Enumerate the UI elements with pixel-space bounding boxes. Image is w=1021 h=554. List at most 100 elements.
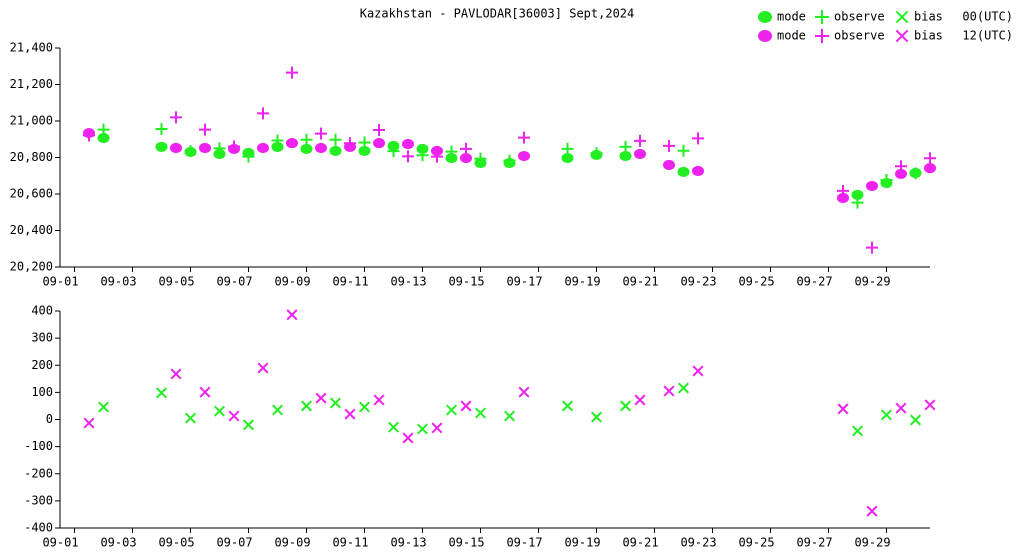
marker: [880, 173, 893, 186]
marker: [315, 127, 327, 140]
y-tick-label: 20,800: [10, 150, 53, 164]
marker: [358, 145, 371, 157]
legend-marker: [895, 10, 909, 24]
y-tick-label: 20,400: [10, 223, 53, 237]
marker: [199, 142, 211, 154]
marker: [474, 152, 487, 165]
marker: [590, 147, 603, 160]
chart-title: Kazakhstan - PAVLODAR[36003] Sept,2024: [360, 7, 635, 21]
marker: [344, 137, 356, 150]
x-tick-label: 09-25: [738, 536, 774, 550]
marker: [837, 184, 849, 197]
marker: [170, 111, 182, 124]
y-tick-label: 20,600: [10, 187, 53, 201]
marker: [634, 394, 646, 406]
legend-marker: [758, 11, 772, 23]
marker: [329, 397, 342, 409]
marker: [373, 123, 385, 136]
marker: [837, 403, 849, 415]
marker: [228, 410, 240, 422]
marker: [851, 196, 864, 209]
marker: [373, 394, 385, 406]
marker: [895, 160, 907, 173]
y-tick-label: -200: [24, 466, 53, 480]
marker: [445, 152, 458, 164]
marker: [83, 129, 95, 142]
y-tick-label: 21,000: [10, 114, 53, 128]
marker: [184, 412, 197, 424]
marker: [97, 123, 110, 136]
marker: [228, 140, 240, 153]
marker: [895, 402, 907, 414]
legend-time: 00(UTC): [962, 10, 1013, 24]
marker: [97, 132, 110, 144]
marker: [155, 123, 168, 136]
marker: [866, 505, 878, 517]
marker: [895, 168, 907, 180]
marker: [663, 159, 675, 171]
marker: [460, 142, 472, 155]
marker: [300, 143, 313, 155]
marker: [634, 134, 646, 147]
marker: [257, 107, 269, 120]
marker: [416, 149, 429, 162]
x-tick-label: 09-11: [332, 275, 368, 289]
marker: [866, 241, 878, 254]
x-tick-label: 09-01: [42, 275, 78, 289]
legend-label: mode: [777, 10, 806, 24]
y-tick-label: -400: [24, 521, 53, 535]
marker: [315, 392, 327, 404]
marker: [445, 404, 458, 416]
y-tick-label: -300: [24, 493, 53, 507]
marker: [431, 422, 443, 434]
marker: [155, 141, 168, 153]
marker: [199, 386, 211, 398]
x-tick-label: 09-17: [506, 536, 542, 550]
marker: [924, 162, 936, 174]
legend-marker: [815, 10, 829, 24]
x-tick-label: 09-15: [448, 275, 484, 289]
marker: [692, 132, 704, 145]
x-tick-label: 09-19: [564, 536, 600, 550]
legend-marker: [895, 29, 909, 43]
y-tick-label: 100: [31, 385, 53, 399]
legend-label: observe: [834, 29, 885, 43]
marker: [924, 399, 936, 411]
marker: [851, 425, 864, 437]
x-tick-label: 09-21: [622, 275, 658, 289]
marker: [271, 134, 284, 147]
y-tick-label: 21,200: [10, 77, 53, 91]
y-tick-label: 20,200: [10, 260, 53, 274]
y-tick-label: 200: [31, 358, 53, 372]
x-tick-label: 09-07: [216, 536, 252, 550]
marker: [474, 407, 487, 419]
marker: [590, 411, 603, 423]
marker: [619, 150, 632, 162]
marker: [851, 189, 864, 201]
marker: [445, 145, 458, 158]
marker: [924, 152, 936, 165]
marker: [503, 154, 516, 167]
marker: [257, 362, 269, 374]
x-tick-label: 09-19: [564, 275, 600, 289]
marker: [431, 150, 443, 163]
marker: [257, 142, 269, 154]
marker: [286, 66, 298, 79]
marker: [416, 423, 429, 435]
x-tick-label: 09-29: [854, 275, 890, 289]
marker: [242, 150, 255, 163]
marker: [692, 365, 704, 377]
x-tick-label: 09-25: [738, 275, 774, 289]
x-tick-label: 09-03: [100, 536, 136, 550]
marker: [387, 145, 400, 158]
marker: [692, 165, 704, 177]
marker: [909, 414, 922, 426]
marker: [300, 400, 313, 412]
marker: [199, 123, 211, 136]
marker: [271, 404, 284, 416]
legend-label: observe: [834, 10, 885, 24]
legend-label: mode: [777, 29, 806, 43]
x-tick-label: 09-21: [622, 536, 658, 550]
x-tick-label: 09-05: [158, 536, 194, 550]
